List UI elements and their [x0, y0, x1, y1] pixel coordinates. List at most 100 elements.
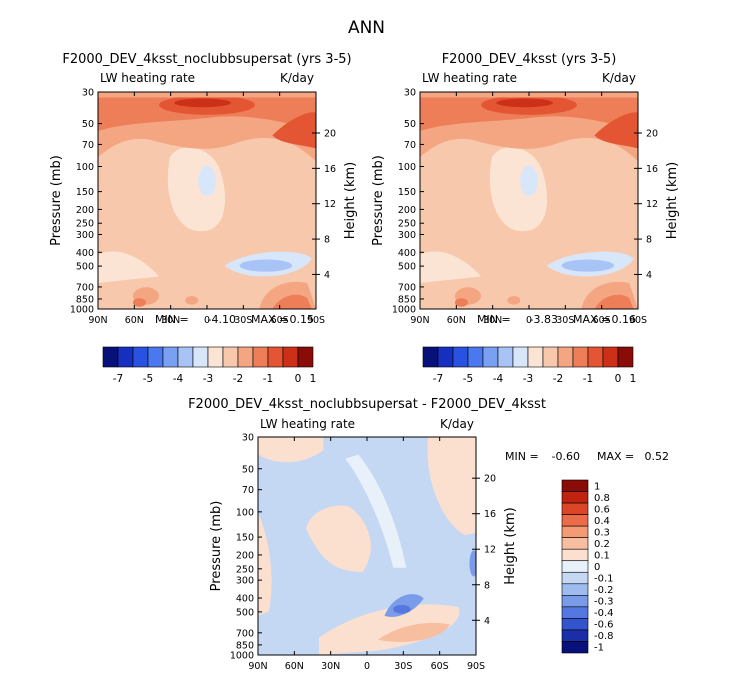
colorbar-label: -0.4: [594, 608, 614, 619]
colorbar-swatch: [561, 514, 589, 527]
colorbar-label: -1: [263, 373, 273, 385]
colorbar-swatch: [572, 346, 589, 368]
y-tick-label: 300: [236, 576, 254, 587]
colorbar-label: -0.6: [594, 620, 614, 631]
y-tick-label: 500: [76, 262, 94, 273]
field-top-core: [174, 98, 231, 108]
colorbar: -7 -5 -4 -3 -2 -1 0 1: [422, 346, 637, 385]
field-nh-patch: [420, 251, 482, 283]
y-tick-label: 150: [398, 187, 416, 198]
contour-field: [420, 92, 638, 309]
field-nh-pos: [258, 513, 272, 616]
y-tick-label: 300: [398, 230, 416, 241]
colorbar-label: -0.8: [594, 631, 614, 642]
field-low-cloud-core: [561, 259, 615, 272]
colorbar-label: -7: [433, 373, 443, 385]
y-tick-label: 70: [242, 485, 254, 496]
y-axis-title: Pressure (mb): [49, 155, 64, 246]
colorbar-label: 1: [594, 481, 600, 492]
y-tick-label: 1000: [230, 651, 254, 662]
min-label: MIN =: [505, 450, 539, 463]
x-tick-label: 30N: [483, 315, 502, 326]
y-tick-label: 400: [236, 594, 254, 605]
field-sh-surface-core: [272, 294, 312, 309]
chart-panel-2: F2000_DEV_4ksst (yrs 3-5) LW heating rate…: [371, 52, 680, 385]
x-tick-label: 0: [204, 315, 210, 326]
chart-title: F2000_DEV_4ksst_noclubbsupersat (yrs 3-5…: [62, 52, 351, 67]
field-top-core: [496, 98, 553, 108]
field-cold-core: [198, 165, 216, 197]
field-sh-max: [272, 112, 316, 149]
y-right-tick-label: 12: [484, 545, 496, 556]
colorbar: -7 -5 -4 -3 -2 -1 0 1: [102, 346, 316, 385]
chart-title: F2000_DEV_4ksst (yrs 3-5): [442, 52, 617, 67]
y-right-tick-label: 16: [646, 164, 658, 175]
x-tick-label: 0: [526, 315, 532, 326]
x-tick-label: 60N: [125, 315, 144, 326]
x-tick-label: 90S: [467, 661, 485, 672]
y-right-tick-label: 20: [324, 128, 336, 139]
y-axis-title: Pressure (mb): [209, 501, 224, 592]
right-label: K/day: [602, 71, 636, 85]
x-tick-label: 60S: [593, 315, 611, 326]
colorbar-swatch: [512, 346, 529, 368]
min-label: MIN =: [477, 313, 511, 326]
colorbar-label: 1: [630, 373, 637, 385]
colorbar-swatch: [237, 346, 254, 368]
y-tick-label: 400: [398, 248, 416, 259]
x-tick-label: 60N: [285, 661, 304, 672]
y-tick-label: 250: [236, 564, 254, 575]
x-tick-label: 90N: [88, 315, 107, 326]
colorbar-swatch: [467, 346, 484, 368]
y-tick-label: 500: [398, 262, 416, 273]
left-label: LW heating rate: [422, 71, 517, 85]
field-sh-max: [594, 112, 638, 149]
colorbar-swatch: [162, 346, 179, 368]
right-label: K/day: [440, 417, 474, 431]
max-value: 0.16: [612, 313, 637, 326]
colorbar-swatch: [561, 618, 589, 631]
y-right-tick-label: 12: [646, 199, 658, 210]
colorbar-label: -2: [553, 373, 563, 385]
max-label: MAX =: [597, 450, 634, 463]
min-value: -3.83: [530, 313, 558, 326]
max-value: 0.52: [645, 450, 670, 463]
main-title: ANN: [347, 18, 386, 38]
y-tick-label: 200: [398, 205, 416, 216]
colorbar-swatch: [561, 641, 589, 654]
y-right-tick-label: 20: [646, 128, 658, 139]
x-tick-label: 90S: [629, 315, 647, 326]
colorbar-swatch: [117, 346, 134, 368]
y-tick-label: 700: [398, 282, 416, 293]
colorbar-swatch: [527, 346, 544, 368]
x-tick-label: 90N: [410, 315, 429, 326]
colorbar-swatch: [587, 346, 604, 368]
colorbar-swatch: [482, 346, 499, 368]
colorbar-label: -5: [143, 373, 153, 385]
y-tick-label: 30: [404, 88, 416, 99]
y-tick-label: 200: [236, 550, 254, 561]
colorbar-label: -4: [173, 373, 184, 385]
colorbar-swatch: [437, 346, 454, 368]
y-tick-label: 850: [76, 294, 94, 305]
y-tick-label: 30: [82, 88, 94, 99]
colorbar-swatch: [561, 537, 589, 550]
chart-panel-1: F2000_DEV_4ksst_noclubbsupersat (yrs 3-5…: [49, 52, 358, 385]
field-tropic-pos: [305, 505, 371, 573]
colorbar-label: 0.2: [594, 539, 610, 550]
colorbar-label: 0: [295, 373, 302, 385]
chart-panel-3: F2000_DEV_4ksst_noclubbsupersat - F2000_…: [188, 397, 669, 672]
field-low-neg-core: [393, 604, 411, 614]
y-tick-label: 50: [82, 119, 94, 130]
colorbar-swatch: [267, 346, 284, 368]
colorbar-label: -3: [523, 373, 533, 385]
chart-title: F2000_DEV_4ksst_noclubbsupersat - F2000_…: [188, 397, 546, 412]
field-eq-surface: [507, 295, 521, 305]
y-right-tick-label: 4: [324, 270, 330, 281]
field-nh-patch: [98, 251, 160, 283]
colorbar-swatch: [561, 583, 589, 596]
y-tick-label: 1000: [392, 305, 416, 316]
y-tick-label: 50: [404, 119, 416, 130]
x-tick-label: 90N: [248, 661, 267, 672]
field-sh-upper-pos: [427, 437, 476, 536]
